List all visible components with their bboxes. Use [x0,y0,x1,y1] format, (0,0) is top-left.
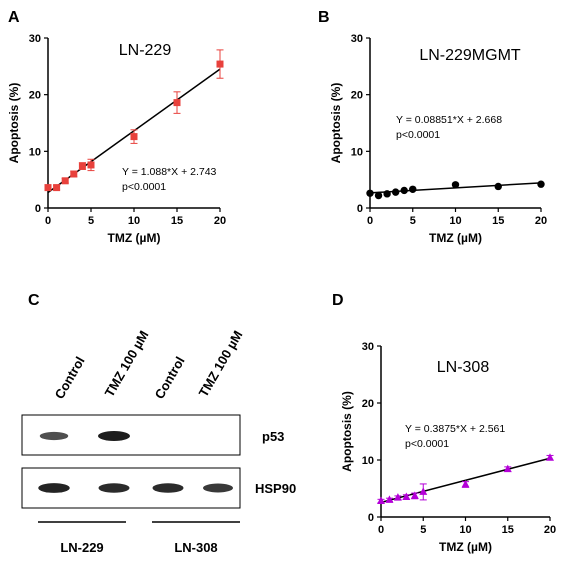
panel-label-b: B [318,9,330,26]
regression-equation: Y = 0.3875*X + 2.561 [405,423,505,435]
data-point [400,186,408,195]
data-point [53,184,61,192]
lane-label: Control [152,354,188,402]
data-point [70,170,78,178]
y-tick-label: 30 [29,33,41,45]
group-label-ln308: LN-308 [174,540,217,555]
data-point [44,184,52,192]
x-tick-label: 10 [449,215,461,227]
y-tick-label: 10 [29,146,41,158]
y-axis-label: Apoptosis (%) [340,391,354,472]
panel-label-d: D [332,292,344,309]
y-tick-label: 20 [29,90,41,102]
western-blot: Control TMZ 100 µM Control TMZ 100 µM p5… [21,328,296,555]
data-point [537,180,545,188]
data-point [409,185,417,193]
regression-equation: Y = 1.088*X + 2.743 [122,166,217,178]
panel-label-a: A [8,9,20,26]
blot-band [98,483,130,493]
data-point [410,491,419,499]
blot-band [38,483,70,493]
y-tick-label: 30 [362,341,374,353]
blot-lane-labels: Control TMZ 100 µM Control TMZ 100 µM [52,328,246,402]
p-value: p<0.0001 [405,438,449,450]
blot-band [203,483,233,493]
blot-row-label-hsp90: HSP90 [255,481,296,496]
x-tick-label: 0 [367,215,373,227]
blot-band [39,431,69,441]
data-point [383,190,391,198]
chart-b: 0 5 10 15 20 0 10 20 30 TMZ (µM) Apoptosis (%) LN-2… [329,33,547,245]
x-tick-label: 15 [502,524,514,536]
x-tick-label: 5 [410,215,416,227]
data-point [61,177,69,185]
x-tick-label: 15 [492,215,504,227]
lane-label: Control [52,354,88,402]
x-tick-label: 0 [45,215,51,227]
x-axis-label: TMZ (µM) [439,540,492,554]
blot-band [98,431,130,441]
x-tick-label: 10 [128,215,140,227]
y-tick-label: 10 [351,146,363,158]
chart-a: 0 5 10 15 20 0 10 20 30 TMZ (µM) Apoptosis (%) LN-2… [7,33,226,245]
data-point [391,188,400,196]
data-point [494,182,502,191]
data-point [366,189,374,197]
p-value: p<0.0001 [396,129,440,141]
y-tick-label: 0 [357,203,363,215]
data-point [374,191,383,200]
blot-row-label-p53: p53 [262,429,284,444]
data-point [78,162,86,170]
blot-band [152,483,184,493]
y-tick-label: 10 [362,455,374,467]
y-tick-label: 30 [351,33,363,45]
data-point [419,487,428,495]
blot-bands [38,431,233,493]
x-axis-label: TMZ (µM) [429,231,482,245]
chart-title: LN-229MGMT [419,47,521,64]
y-axis-label: Apoptosis (%) [329,83,343,164]
x-tick-label: 20 [535,215,547,227]
chart-title: LN-229 [119,42,172,59]
data-point [461,480,470,488]
panel-label-c: C [28,292,40,309]
chart-d: 0 5 10 15 20 0 10 20 30 TMZ (µM) Apoptosis (%) LN-3… [340,341,556,554]
data-point [130,133,138,141]
x-tick-label: 15 [171,215,183,227]
data-point [216,60,224,68]
x-tick-label: 20 [544,524,556,536]
lane-label: TMZ 100 µM [102,328,152,400]
data-point [402,492,411,501]
data-point [393,493,402,501]
data-point [385,495,394,503]
data-point [451,181,460,189]
data-point [173,99,181,107]
x-tick-label: 20 [214,215,226,227]
y-tick-label: 20 [351,90,363,102]
x-tick-label: 10 [459,524,471,536]
x-axis-label: TMZ (µM) [108,231,161,245]
data-point [503,464,512,473]
data-point [546,453,554,461]
chart-title: LN-308 [437,359,490,376]
y-axis-label: Apoptosis (%) [7,83,21,164]
x-tick-label: 0 [378,524,384,536]
regression-equation: Y = 0.08851*X + 2.668 [396,114,502,126]
y-tick-label: 0 [368,512,374,524]
data-point [377,496,385,505]
x-tick-label: 5 [88,215,94,227]
y-tick-label: 20 [362,398,374,410]
data-point [87,161,95,169]
p-value: p<0.0001 [122,181,166,193]
y-tick-label: 0 [35,203,41,215]
x-tick-label: 5 [420,524,426,536]
group-label-ln229: LN-229 [60,540,103,555]
lane-label: TMZ 100 µM [196,328,246,400]
